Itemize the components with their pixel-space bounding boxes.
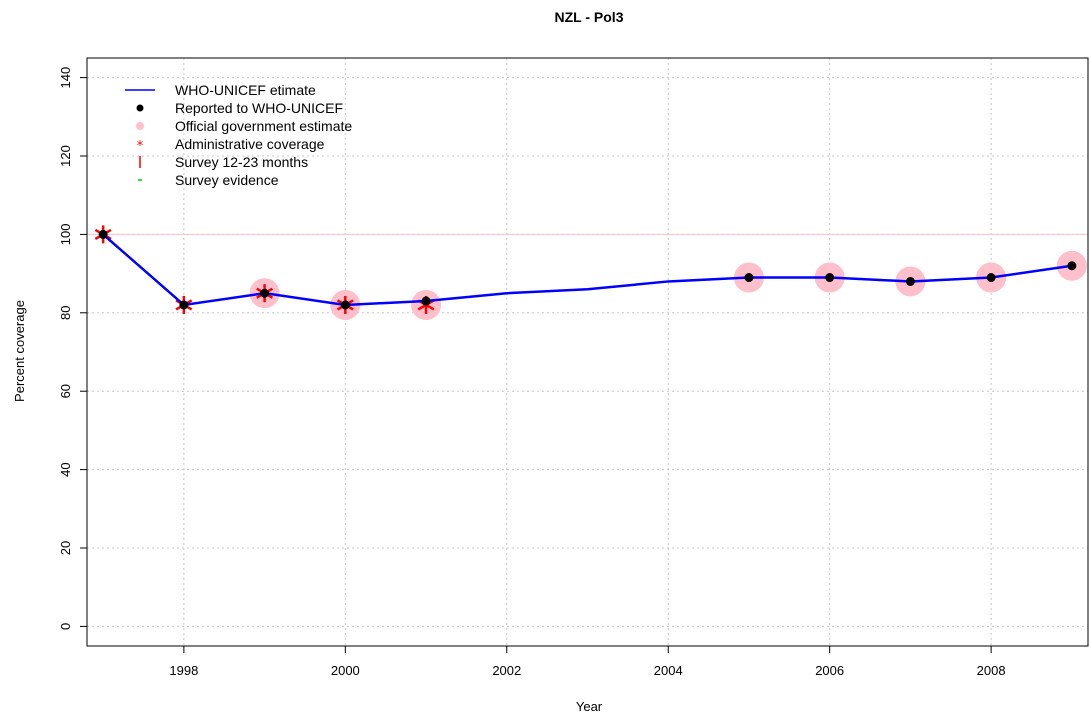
reported-point (340, 300, 350, 310)
legend-label: WHO-UNICEF etimate (175, 82, 316, 98)
who-unicef-estimate-line (102, 233, 1073, 307)
x-tick-label: 2000 (331, 663, 360, 678)
legend-item: * Administrative coverage (137, 136, 325, 154)
axes: 1998 2000 2002 2004 2006 2008 0 20 40 60 80 100 120 1… (58, 67, 1006, 678)
legend-item: Reported to WHO-UNICEF (136, 100, 343, 116)
reported-point (179, 300, 189, 310)
x-tick-label: 2006 (815, 663, 844, 678)
x-tick-label: 1998 (169, 663, 198, 678)
y-tick-label: 80 (58, 306, 73, 320)
legend-item: Survey 12-23 months (139, 154, 308, 170)
x-tick-label: 2004 (654, 663, 683, 678)
y-tick-label: 60 (58, 384, 73, 398)
reported-point (98, 229, 108, 239)
plot-frame (86, 57, 1089, 647)
y-tick-label: 120 (58, 145, 73, 167)
x-tick-label: 2002 (492, 663, 521, 678)
legend-label: Survey evidence (175, 172, 279, 188)
x-tick-label: 2008 (977, 663, 1006, 678)
x-axis-label: Year (576, 699, 603, 714)
y-tick-label: 140 (58, 67, 73, 89)
legend-item: Official government estimate (136, 118, 352, 134)
legend-label: Survey 12-23 months (175, 154, 308, 170)
y-tick-label: 40 (58, 462, 73, 476)
legend-label: Official government estimate (175, 118, 352, 134)
data-marks (94, 225, 1087, 320)
reported-point (905, 276, 915, 286)
y-tick-label: 0 (58, 623, 73, 630)
reported-point (421, 296, 431, 306)
reported-point (260, 288, 270, 298)
legend-label: Administrative coverage (175, 136, 325, 152)
legend-label: Reported to WHO-UNICEF (175, 100, 343, 116)
legend-circle-icon (136, 122, 144, 130)
y-tick-label: 20 (58, 541, 73, 555)
legend-item: Survey evidence (138, 172, 279, 188)
reported-point (744, 273, 754, 283)
legend: WHO-UNICEF etimate Reported to WHO-UNICEF… (125, 82, 352, 188)
y-axis-label: Percent coverage (12, 300, 27, 402)
reported-point (1067, 261, 1077, 271)
chart-title: NZL - Pol3 (555, 9, 624, 25)
reported-point (986, 273, 996, 283)
legend-dot-icon (136, 104, 144, 112)
legend-item: WHO-UNICEF etimate (125, 82, 316, 98)
legend-asterisk-icon: * (137, 139, 144, 154)
y-tick-label: 100 (58, 224, 73, 246)
reported-point (825, 273, 835, 283)
